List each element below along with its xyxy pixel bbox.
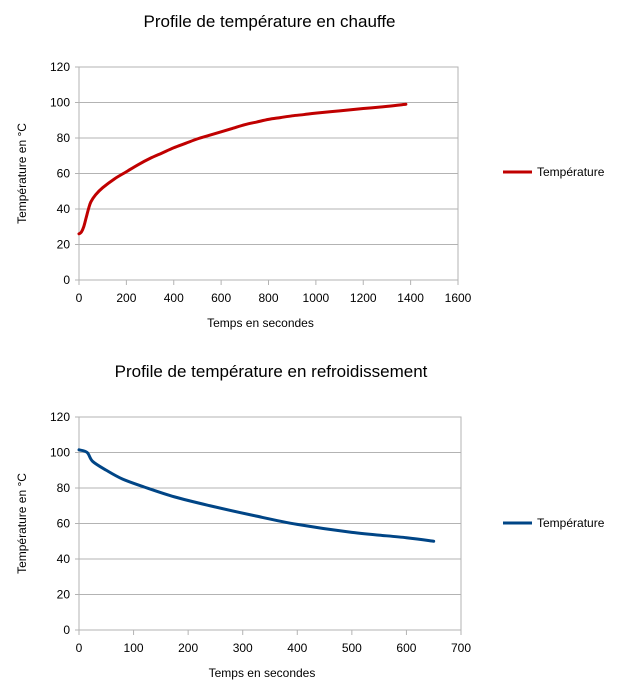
chart-title: Profile de température en refroidissemen… [115, 362, 428, 381]
x-tick-label: 200 [116, 291, 136, 305]
legend: Température [503, 516, 605, 530]
x-tick-label: 600 [211, 291, 231, 305]
y-tick-label: 20 [57, 238, 71, 252]
x-tick-label: 0 [76, 291, 83, 305]
chart-1: Profile de température en chauffe 0 20 40 60… [15, 12, 605, 330]
y-tick-label: 60 [57, 167, 71, 181]
y-axis-label: Température en °C [15, 123, 29, 224]
y-tick-label: 120 [50, 60, 70, 74]
legend-label: Température [537, 165, 605, 179]
x-tick-label: 700 [451, 641, 471, 655]
plot-area [78, 416, 462, 631]
y-axis-label: Température en °C [15, 473, 29, 574]
y-tick-label: 80 [57, 131, 71, 145]
y-tick-label: 100 [50, 446, 70, 460]
x-tick-label: 400 [287, 641, 307, 655]
y-tick-label: 0 [63, 623, 70, 637]
x-tick-label: 100 [124, 641, 144, 655]
x-tick-label: 300 [233, 641, 253, 655]
y-tick-label: 0 [63, 273, 70, 287]
x-tick-label: 1400 [397, 291, 424, 305]
x-tick-label: 400 [164, 291, 184, 305]
legend-label: Température [537, 516, 605, 530]
x-axis-label: Temps en secondes [207, 316, 314, 330]
series-line-temperature [77, 448, 436, 543]
x-tick-label: 1000 [303, 291, 330, 305]
x-tick-label: 500 [342, 641, 362, 655]
x-tick-label: 200 [178, 641, 198, 655]
y-tick-label: 120 [50, 410, 70, 424]
y-tick-label: 100 [50, 96, 70, 110]
chart-2: Profile de température en refroidissemen… [15, 362, 605, 680]
y-tick-label: 20 [57, 588, 71, 602]
y-tick-label: 40 [57, 552, 71, 566]
series-line-temperature [77, 102, 408, 236]
x-tick-label: 800 [258, 291, 278, 305]
chart-title: Profile de température en chauffe [143, 12, 395, 31]
x-tick-label: 1200 [350, 291, 377, 305]
x-tick-label: 600 [396, 641, 416, 655]
y-tick-label: 40 [57, 202, 71, 216]
x-tick-label: 0 [76, 641, 83, 655]
legend: Température [503, 165, 605, 179]
x-tick-label: 1600 [445, 291, 472, 305]
x-axis-label: Temps en secondes [209, 666, 316, 680]
y-tick-label: 60 [57, 517, 71, 531]
y-tick-label: 80 [57, 481, 71, 495]
